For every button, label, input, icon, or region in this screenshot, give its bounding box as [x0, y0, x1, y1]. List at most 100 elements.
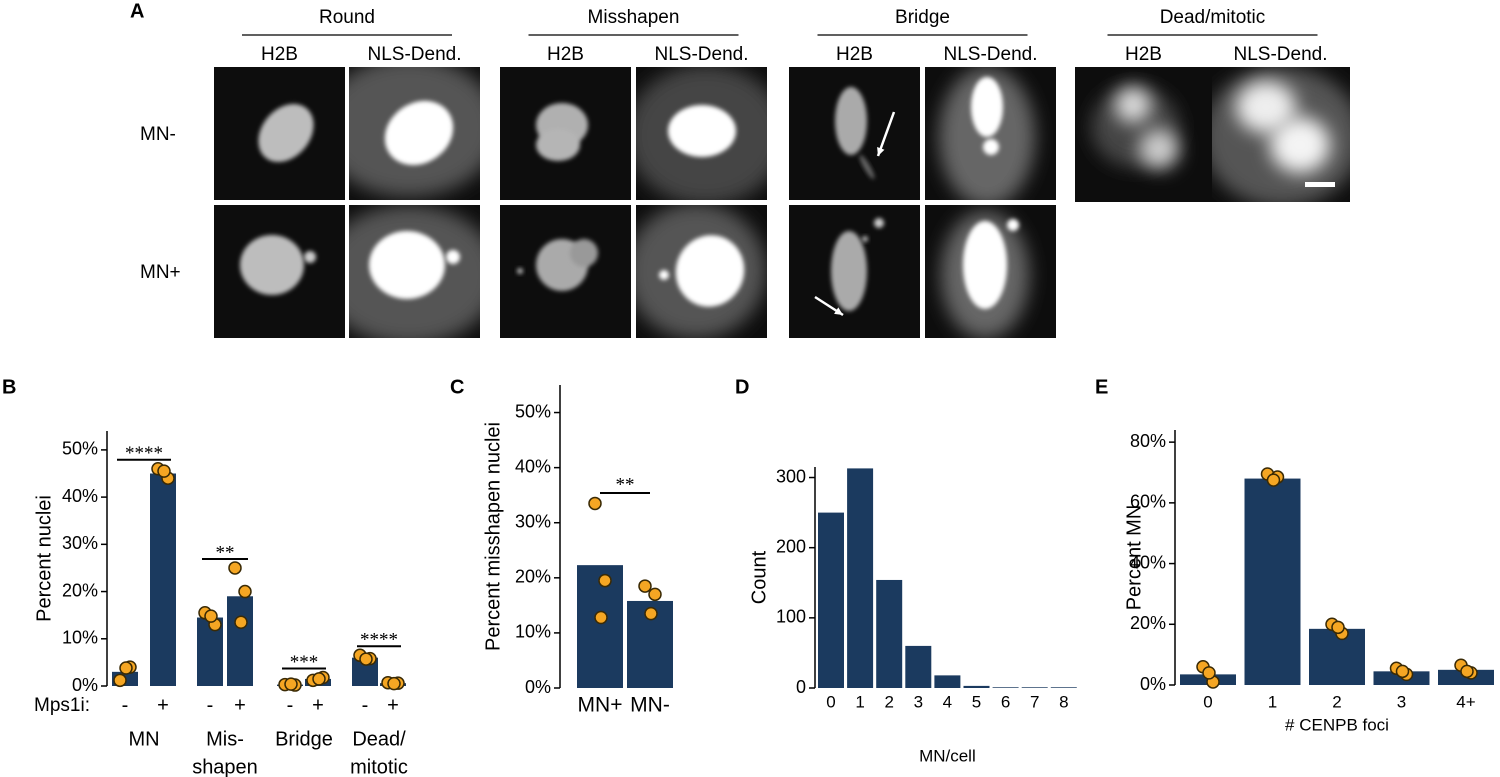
replicate-point: [228, 561, 242, 575]
replicate-point: [113, 673, 127, 688]
x-tick-label: 1: [855, 692, 864, 711]
nucleus: [831, 231, 867, 311]
replicate-point: [648, 587, 662, 602]
panel-label: B: [2, 376, 16, 398]
condition-label: +: [387, 694, 399, 716]
nucleus: [1007, 219, 1019, 231]
nucleus: [1236, 81, 1296, 133]
micrograph: [789, 67, 920, 200]
nucleus: [369, 231, 445, 299]
replicate-point: [204, 609, 218, 623]
bar: [1050, 687, 1077, 688]
significance-stars: **: [616, 474, 635, 495]
replicate-point: [638, 579, 652, 593]
y-tick-label: 50%: [515, 401, 551, 421]
y-tick-label: 50%: [62, 439, 98, 459]
nucleus: [668, 105, 736, 157]
significance-stars: ***: [290, 652, 319, 673]
nucleus: [1270, 117, 1330, 173]
x-tick-label: 5: [972, 692, 981, 711]
replicate-point: [238, 584, 252, 599]
nucleus: [874, 218, 884, 228]
y-tick-label: 10%: [515, 622, 551, 642]
bar: [992, 687, 1019, 688]
replicate-point: [1395, 664, 1410, 679]
x-tick-label: 3: [914, 692, 923, 711]
bar: [1244, 478, 1301, 685]
nucleus: [659, 270, 669, 280]
x-tick-label: 7: [1030, 692, 1039, 711]
channel-label: NLS-Dend.: [1234, 44, 1328, 65]
bar: [227, 596, 253, 686]
bar: [1309, 628, 1365, 685]
y-axis-label: Percent misshapen nuclei: [482, 422, 504, 651]
y-tick-label: 100: [776, 607, 806, 627]
arrow-head: [834, 307, 843, 315]
significance-stars: **: [216, 542, 235, 563]
y-axis-label: Count: [748, 550, 770, 604]
bar: [847, 468, 874, 688]
group-title: Bridge: [895, 7, 950, 28]
channel-label: H2B: [1125, 44, 1162, 65]
nucleus: [971, 77, 1003, 137]
y-tick-label: 60%: [1130, 492, 1166, 512]
x-axis-label: MN/cell: [919, 746, 976, 765]
x-tick-label: mitotic: [350, 756, 408, 777]
replicate-point: [1331, 620, 1345, 635]
micrograph: [636, 67, 767, 200]
panel-label: E: [1095, 376, 1108, 398]
x-tick-label: 0: [826, 692, 835, 711]
x-tick-label: 1: [1268, 692, 1277, 711]
x-tick-label: 6: [1001, 692, 1010, 711]
group-title: Round: [319, 7, 375, 28]
x-axis-label: # CENPB foci: [1285, 715, 1389, 734]
micrograph: [925, 205, 1056, 338]
condition-label: -: [362, 694, 369, 716]
micrograph: [214, 67, 345, 200]
condition-label: +: [234, 694, 246, 716]
nucleus: [240, 235, 304, 295]
micrograph: [500, 67, 631, 200]
row-label: MN+: [140, 262, 181, 283]
y-tick-label: 40%: [1130, 552, 1166, 572]
replicate-point: [594, 610, 608, 625]
panel-label: C: [450, 376, 464, 398]
bar: [150, 473, 176, 686]
replicate-point: [1460, 664, 1474, 679]
y-tick-label: 20%: [515, 567, 551, 587]
x-tick-label: 2: [884, 692, 893, 711]
x-tick-label: 3: [1397, 692, 1406, 711]
nucleus: [1139, 129, 1179, 169]
y-tick-label: 200: [776, 536, 806, 556]
arrow-head: [877, 147, 885, 156]
x-tick-label: Bridge: [275, 728, 333, 750]
replicate-point: [157, 464, 171, 478]
micrograph: [1075, 67, 1213, 202]
nucleus: [570, 239, 598, 267]
nucleus: [983, 139, 999, 155]
y-tick-label: 40%: [515, 456, 551, 476]
micrograph: [1212, 67, 1350, 202]
replicate-point: [588, 496, 602, 511]
channel-label: NLS-Dend.: [944, 44, 1038, 65]
replicate-point: [119, 661, 133, 675]
replicate-point: [359, 652, 373, 666]
nucleus: [258, 104, 314, 162]
group-title: Dead/mitotic: [1160, 7, 1266, 28]
nucleus: [859, 154, 875, 180]
significance-stars: ****: [125, 443, 163, 464]
y-tick-label: 40%: [62, 486, 98, 506]
nucleus: [517, 268, 523, 274]
x-tick-label: 0: [1203, 692, 1212, 711]
y-tick-label: 20%: [62, 580, 98, 600]
significance-stars: ****: [360, 630, 398, 651]
condition-label: -: [207, 694, 214, 716]
nucleus: [835, 87, 867, 155]
x-tick-label: 2: [1332, 692, 1341, 711]
channel-label: NLS-Dend.: [368, 44, 462, 65]
bar: [934, 675, 961, 688]
row-label: MN-: [140, 124, 176, 145]
y-tick-label: 0%: [1140, 674, 1166, 694]
nucleus: [536, 129, 580, 161]
